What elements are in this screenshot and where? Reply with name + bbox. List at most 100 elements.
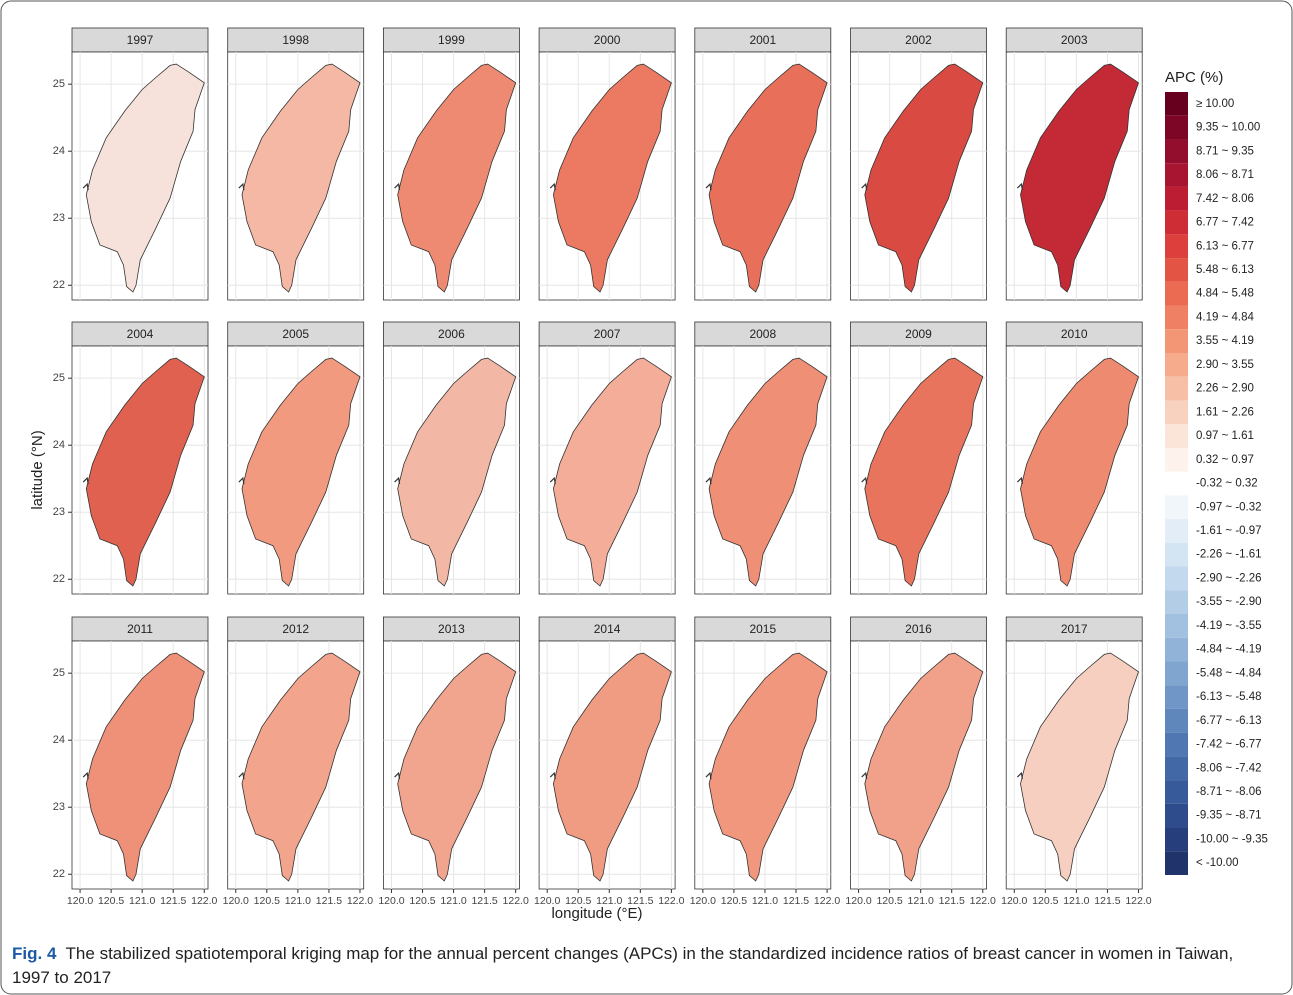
panel-title: 2001 [749,33,776,47]
panel-title: 2014 [594,622,621,636]
legend-swatch [1165,282,1188,306]
y-tick-label: 25 [53,78,65,90]
panel-title: 2011 [127,622,153,636]
x-tick-label: 120.5 [876,895,902,907]
legend-title: APC (%) [1165,69,1223,86]
x-tick-label: 121.0 [1063,895,1089,907]
legend-label: 4.19 ~ 4.84 [1196,311,1254,323]
y-tick-label: 24 [53,145,65,157]
x-tick-label: 120.5 [409,895,435,907]
y-tick-label: 25 [53,667,65,679]
legend-label: -3.55 ~ -2.90 [1196,596,1262,608]
legend-label: -2.90 ~ -2.26 [1196,572,1262,584]
x-tick-label: 120.0 [845,895,871,907]
panel-title: 2013 [438,622,465,636]
legend-swatch [1165,661,1188,685]
x-tick-label: 121.0 [752,895,778,907]
x-tick-label: 121.5 [316,895,342,907]
x-tick-label: 120.5 [1032,895,1058,907]
legend-label: 8.71 ~ 9.35 [1196,145,1254,157]
panel-title: 2017 [1061,622,1088,636]
y-tick-label: 23 [53,801,65,813]
panel-title: 2010 [1061,327,1088,341]
legend-label: ≥ 10.00 [1196,98,1234,110]
y-tick-label: 22 [53,573,65,585]
y-tick-label: 25 [53,372,65,384]
legend-label: 0.32 ~ 0.97 [1196,454,1254,466]
legend-swatch [1165,400,1188,424]
legend-label: 6.77 ~ 7.42 [1196,217,1254,229]
panel-title: 1997 [127,33,154,47]
panel-title: 2002 [905,33,932,47]
panel-title: 1998 [282,33,309,47]
x-tick-label: 122.0 [814,895,840,907]
y-tick-label: 23 [53,212,65,224]
legend-swatch [1165,733,1188,757]
legend-label: -8.06 ~ -7.42 [1196,762,1262,774]
y-tick-label: 22 [53,868,65,880]
legend-swatch [1165,472,1188,496]
x-tick-label: 120.0 [1001,895,1027,907]
legend-swatch [1165,234,1188,258]
legend-label: 1.61 ~ 2.26 [1196,406,1254,418]
legend-label: -2.26 ~ -1.61 [1196,549,1262,561]
legend-label: 5.48 ~ 6.13 [1196,264,1254,276]
legend-swatch [1165,92,1188,116]
panel-title: 2004 [127,327,154,341]
x-tick-label: 121.5 [1094,895,1120,907]
legend-swatch [1165,211,1188,235]
legend-label: -1.61 ~ -0.97 [1196,525,1262,537]
x-tick-label: 122.0 [347,895,373,907]
x-tick-label: 120.5 [98,895,124,907]
legend-swatch [1165,851,1188,875]
caption-text: The stabilized spatiotemporal kriging ma… [12,944,1233,987]
x-tick-label: 121.5 [783,895,809,907]
chart: longitude (°E) latitude (°N) 19972223242… [0,0,1293,995]
caption: Fig. 4 The stabilized spatiotemporal kri… [12,942,1272,990]
panel-title: 2006 [438,327,465,341]
legend-swatch [1165,614,1188,638]
x-tick-label: 122.0 [1125,895,1151,907]
caption-label: Fig. 4 [12,944,56,963]
legend-swatch [1165,306,1188,330]
legend-label: 0.97 ~ 1.61 [1196,430,1254,442]
legend-swatch [1165,567,1188,591]
legend-label: -6.13 ~ -5.48 [1196,691,1262,703]
legend-swatch [1165,519,1188,543]
x-tick-label: 120.5 [565,895,591,907]
panel-title: 2007 [594,327,621,341]
legend-swatch [1165,804,1188,828]
panel-title: 2005 [282,327,309,341]
figure: longitude (°E) latitude (°N) 19972223242… [0,0,1293,995]
legend-swatch [1165,329,1188,353]
panel-title: 2015 [749,622,776,636]
legend-label: 4.84 ~ 5.48 [1196,288,1254,300]
x-tick-label: 120.0 [690,895,716,907]
legend-swatch [1165,353,1188,377]
x-tick-label: 122.0 [503,895,529,907]
panel-title: 2000 [594,33,621,47]
x-tick-label: 120.0 [67,895,93,907]
legend-label: < -10.00 [1196,857,1239,869]
x-tick-label: 121.5 [627,895,653,907]
legend-label: -0.32 ~ 0.32 [1196,478,1258,490]
x-tick-label: 121.5 [160,895,186,907]
y-tick-label: 22 [53,279,65,291]
legend-label: 2.90 ~ 3.55 [1196,359,1254,371]
legend-label: -0.97 ~ -0.32 [1196,501,1262,513]
y-axis-title: latitude (°N) [29,430,46,509]
legend-label: -9.35 ~ -8.71 [1196,810,1262,822]
x-tick-label: 122.0 [191,895,217,907]
x-tick-label: 122.0 [658,895,684,907]
x-tick-label: 121.5 [471,895,497,907]
x-tick-label: 120.0 [534,895,560,907]
panel-title: 2009 [905,327,932,341]
legend-swatch [1165,258,1188,282]
legend-label: -4.84 ~ -4.19 [1196,644,1262,656]
x-tick-label: 121.5 [939,895,965,907]
legend-swatch [1165,116,1188,140]
x-tick-label: 121.0 [908,895,934,907]
legend-label: 6.13 ~ 6.77 [1196,240,1254,252]
legend-label: 3.55 ~ 4.19 [1196,335,1254,347]
legend-swatch [1165,139,1188,163]
